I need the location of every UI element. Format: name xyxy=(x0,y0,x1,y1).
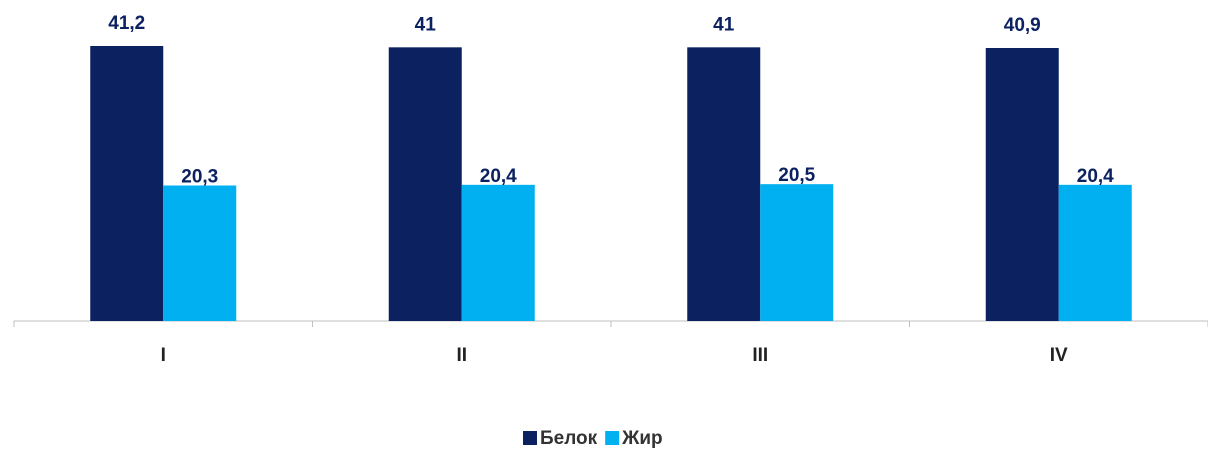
data-label: 41,2 xyxy=(108,13,145,34)
legend-label: Белок xyxy=(540,428,598,449)
x-tick-label: II xyxy=(456,345,467,366)
x-tick-label: III xyxy=(752,345,768,366)
bar xyxy=(90,46,164,321)
x-tick-label: I xyxy=(161,345,166,366)
data-label: 41 xyxy=(713,14,735,35)
bar xyxy=(760,184,834,321)
bar xyxy=(163,185,237,321)
bar xyxy=(461,184,535,321)
data-label: 40,9 xyxy=(1004,15,1041,36)
data-label: 20,4 xyxy=(480,166,517,187)
data-label: 20,4 xyxy=(1077,166,1114,187)
bar xyxy=(687,47,761,321)
data-label: 20,3 xyxy=(181,167,218,188)
data-label: 41 xyxy=(415,14,437,35)
legend-label: Жир xyxy=(621,428,662,449)
bar xyxy=(1058,184,1132,321)
legend-swatch xyxy=(605,431,620,445)
x-tick-label: IV xyxy=(1050,345,1068,366)
legend-swatch xyxy=(523,431,537,445)
bar xyxy=(985,48,1059,321)
bar xyxy=(388,47,462,321)
data-label: 20,5 xyxy=(778,165,815,186)
